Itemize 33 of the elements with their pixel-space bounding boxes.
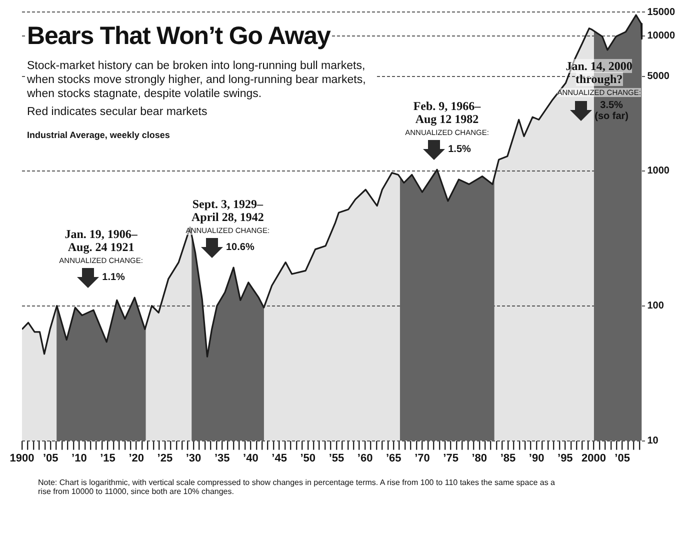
x-tick-label: 2000 [581,452,606,464]
x-tick-label: ’85 [500,452,516,464]
x-tick-label: 1900 [10,452,34,464]
text: Note: Chart is logarithmic, with vertical scale compressed to show changes in percentage terms. A rise from 100 to 110 takes the same space as a rise from 10000 to 11000, since both are 10% changes. [38,478,556,496]
x-tick-label: ’55 [328,452,344,464]
x-tick-label: ’80 [472,452,488,464]
x-tick-label: ’30 [186,452,202,464]
x-tick-label: ’10 [72,452,87,464]
y-tick-label: 5000 [647,71,670,82]
x-tick-label: ’50 [300,452,316,464]
y-tick-label: 100 [647,300,664,312]
x-tick-label: ’15 [100,452,116,464]
y-tick-label: 15000 [647,6,676,18]
x-tick-label: ’05 [42,452,58,464]
x-tick-label: ’25 [157,452,173,464]
x-tick-label: ’90 [528,452,544,464]
x-tick-label: ’60 [357,452,373,464]
x-tick-label: ’40 [243,452,258,464]
annotation: Industrial Average, weekly closes [27,130,170,140]
x-tick-label: ’70 [414,452,430,464]
x-tick-label: ’20 [128,452,144,464]
y-tick-label: 1000 [647,166,670,177]
x-tick-label: ’35 [214,452,230,464]
x-tick-label: ’75 [443,452,458,464]
y-tick-label: 10000 [647,30,676,42]
x-tick-label: ’65 [386,452,402,464]
x-tick-label: ’05 [614,452,630,464]
x-tick-label: ’95 [558,452,573,464]
chart-title: Bears That Won’t Go Away [27,22,330,51]
text: Stock-market history can be broken into long-running bull markets, when stocks move strongly higher, and long-running bear markets, when stocks stagnate, despite volatile swings. [27,59,377,101]
annotation: Red indicates secular bear markets [27,106,208,118]
x-tick-label: ’45 [272,452,287,464]
y-tick-label: 10 [647,436,659,447]
